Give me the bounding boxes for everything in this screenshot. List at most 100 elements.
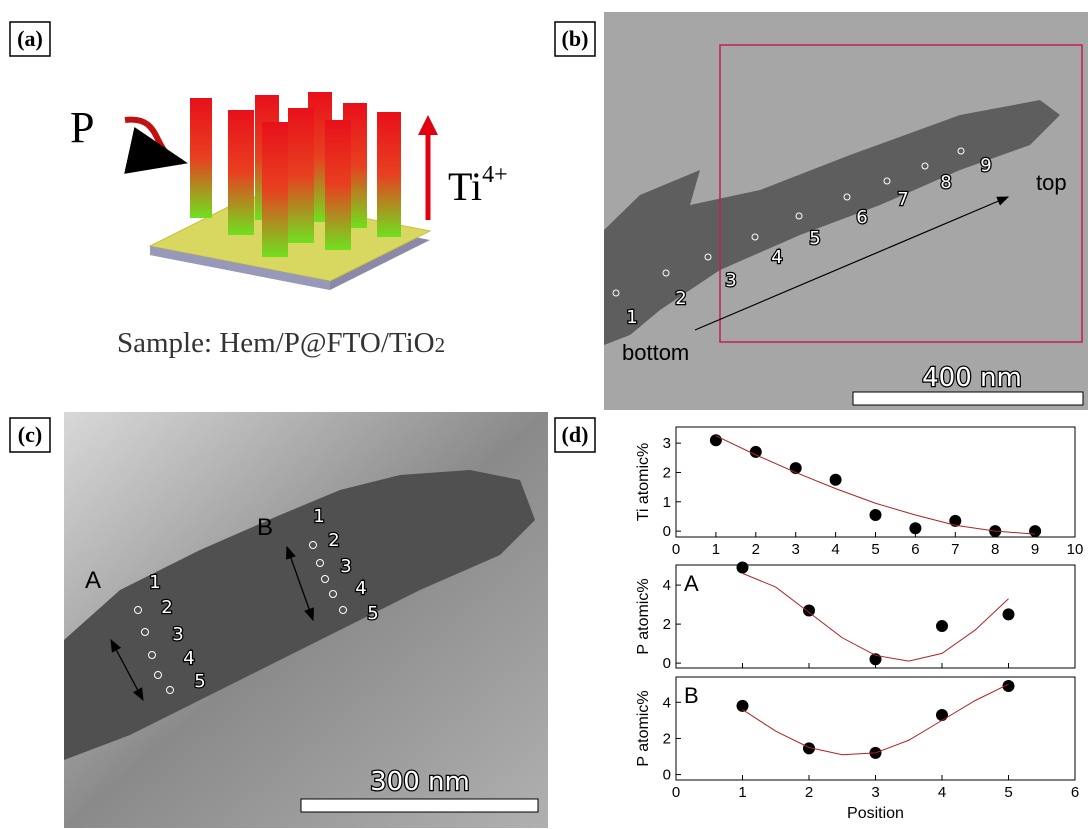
sample-sub: 2 (435, 333, 446, 357)
marker-dot (957, 147, 965, 155)
x-tick-label: 0 (672, 784, 680, 801)
marker-dot (329, 590, 337, 598)
sample-label: Sample: Hem/P@FTO/TiO2 (117, 327, 445, 359)
y-tick-label: 0 (663, 523, 671, 540)
label-top: top (1036, 170, 1067, 195)
label-b: B (257, 514, 273, 541)
x-tick-label: 6 (1071, 784, 1079, 801)
data-point (936, 620, 948, 633)
marker-number: 2 (161, 597, 172, 618)
data-point (936, 708, 948, 721)
marker-number: 5 (809, 228, 820, 249)
fit-line (742, 683, 1009, 756)
marker-number: 3 (172, 624, 183, 645)
x-tick-label: 2 (805, 784, 813, 801)
data-point (736, 699, 749, 712)
marker-number: 5 (367, 603, 378, 624)
annotation: B (684, 683, 699, 708)
y-tick-label: 2 (663, 616, 671, 633)
panel-b: (b) 1 2 3 4 5 6 7 8 9 top bottom 400 nm (554, 12, 1088, 410)
x-tick-label: 8 (991, 541, 999, 558)
marker-dot (141, 628, 149, 636)
x-tick-label: 4 (831, 541, 839, 558)
marker-number: 9 (980, 155, 991, 176)
marker-dot (662, 269, 670, 277)
marker-dot (148, 651, 156, 659)
marker-number: 1 (626, 307, 637, 328)
annotation: A (684, 571, 699, 596)
data-point (1002, 680, 1015, 693)
data-point (1002, 608, 1015, 621)
label-ti: Ti4+ (448, 162, 508, 209)
scale-label: 300 nm (370, 767, 470, 797)
marker-number: 3 (725, 270, 736, 291)
x-tick-label: 7 (951, 541, 959, 558)
marker-dot (921, 162, 929, 170)
ti-sup: 4+ (482, 162, 508, 188)
y-axis-label: P atomic% (635, 690, 652, 766)
y-tick-label: 2 (663, 730, 671, 747)
marker-number: 7 (897, 189, 908, 210)
x-tick-label: 1 (738, 784, 746, 801)
marker-dot (309, 541, 317, 549)
marker-dot (316, 559, 324, 567)
y-tick-label: 4 (663, 577, 671, 594)
marker-dot (166, 686, 174, 694)
marker-dot (843, 193, 851, 201)
label-a: A (85, 567, 101, 594)
x-tick-label: 1 (712, 541, 720, 558)
marker-dot (154, 671, 162, 679)
y-tick-label: 2 (663, 464, 671, 481)
x-axis-label: Position (847, 805, 904, 822)
data-point (949, 514, 962, 527)
label-p: P (70, 103, 94, 152)
x-tick-label: 4 (938, 784, 946, 801)
x-tick-label: 5 (1004, 784, 1012, 801)
plot-frame (675, 564, 1076, 669)
marker-dot (795, 212, 803, 220)
sample: Sample: Hem/P@FTO/TiO (117, 327, 435, 359)
x-tick-label: 0 (672, 541, 680, 558)
y-tick-label: 0 (663, 767, 671, 784)
fit-line (715, 435, 1036, 535)
marker-number: 2 (675, 288, 686, 309)
scale-label: 400 nm (922, 363, 1022, 393)
ti: Ti (448, 164, 482, 209)
marker-number: 8 (940, 172, 951, 193)
marker-dot (751, 233, 759, 241)
panel-label: (c) (18, 422, 42, 447)
marker-dot (339, 606, 347, 614)
marker-number: 3 (340, 556, 351, 577)
x-tick-label: 9 (1031, 541, 1039, 558)
plot-frame (675, 676, 1076, 781)
x-tick-label: 2 (752, 541, 760, 558)
x-tick-label: 3 (871, 784, 879, 801)
data-point (749, 445, 762, 458)
panel-label: (a) (17, 26, 43, 51)
data-point (909, 522, 922, 535)
marker-dot (321, 575, 329, 583)
y-tick-label: 3 (663, 435, 671, 452)
panel-label: (b) (562, 26, 589, 51)
marker-number: 4 (771, 247, 782, 268)
data-point (869, 509, 882, 521)
data-point (803, 742, 815, 755)
y-tick-label: 1 (663, 494, 671, 511)
y-tick-label: 0 (663, 655, 671, 672)
marker-number: 4 (355, 578, 366, 599)
panel-a: (a) P Ti4+ Sample: Hem/P@FTO/TiO2 (9, 21, 508, 359)
marker-number: 2 (328, 530, 339, 551)
y-axis-label: Ti atomic% (635, 443, 652, 522)
data-point (736, 561, 749, 574)
marker-dot (704, 253, 712, 261)
y-tick-label: 4 (663, 694, 671, 711)
marker-number: 1 (313, 506, 324, 527)
marker-dot (612, 289, 620, 297)
panel-label: (d) (562, 422, 589, 447)
x-tick-label: 10 (1067, 541, 1084, 558)
marker-number: 6 (856, 207, 867, 228)
x-tick-label: 6 (911, 541, 919, 558)
